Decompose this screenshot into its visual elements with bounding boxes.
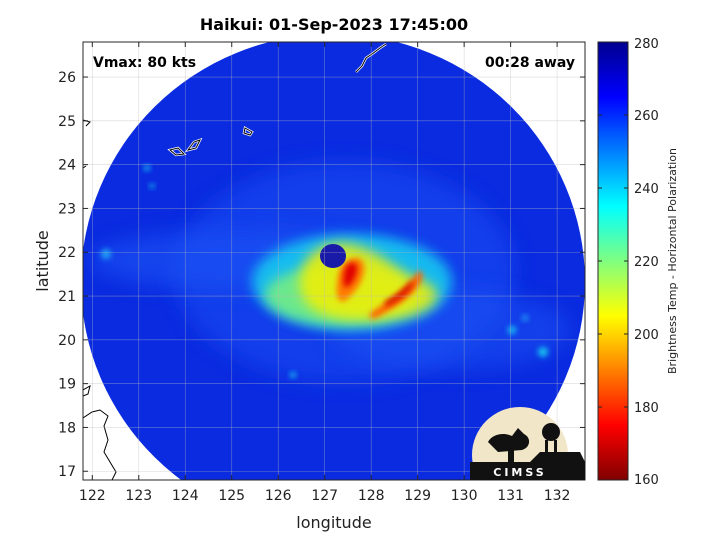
eyewall-red [343,262,358,288]
x-tick-label: 126 [265,488,292,504]
colorbar [597,41,629,481]
colorbar-ticks [598,41,628,481]
x-tick-label: 128 [358,488,385,504]
logo-banner [470,462,585,480]
x-tick-labels: 122 123 124 125 126 127 128 129 130 131 … [79,488,571,504]
colorbar-tick-label: 260 [634,109,659,124]
colorbar-tick-label: 280 [634,37,659,52]
water-tower-icon [542,423,560,441]
scatter-cell [290,372,296,378]
plot-area [83,42,585,480]
x-tick-label: 125 [218,488,245,504]
x-axis-label: longitude [296,513,371,532]
colorbar-tick-label: 180 [634,401,659,416]
chart-title: Haikui: 01-Sep-2023 17:45:00 [200,15,468,34]
y-axis-label: latitude [33,230,52,291]
x-tick-label: 129 [404,488,431,504]
y-tick-label: 19 [58,377,76,393]
x-tick-label: 124 [172,488,199,504]
microwave-swath [83,42,585,480]
y-tick-label: 26 [58,70,76,86]
y-tick-labels: 17 18 19 20 21 22 23 24 25 26 [58,70,76,480]
y-tick-label: 20 [58,333,76,349]
eye [320,244,346,268]
rainband-orange [369,270,423,319]
scatter-cell [149,183,155,189]
colorbar-label: Brightness Temp - Horizontal Polarizatio… [666,148,679,374]
cimss-logo: CIMSS [470,407,585,480]
colorbar-tick-labels: 160 180 200 220 240 260 280 [634,37,659,488]
x-tick-label: 122 [79,488,106,504]
colorbar-tick-label: 220 [634,255,659,270]
scatter-cell [144,165,150,171]
x-tick-label: 130 [451,488,478,504]
coastlines-inner [168,43,387,156]
y-tick-label: 25 [58,114,76,130]
scatter-cell [522,315,528,321]
logo-text: CIMSS [493,466,546,479]
y-tick-label: 24 [58,158,76,174]
colorbar-tick-label: 240 [634,182,659,197]
x-tick-label: 123 [125,488,152,504]
y-tick-label: 21 [58,289,76,305]
scatter-cell [538,347,548,357]
rainband-red [385,280,413,306]
satellite-dish-icon [488,428,530,452]
axes-frame [82,41,586,481]
y-tick-label: 22 [58,245,76,261]
colorbar-tick-label: 160 [634,473,659,488]
colorbar-tick-label: 200 [634,328,659,343]
y-tick-label: 18 [58,420,76,436]
scatter-cell [508,326,516,334]
y-tick-label: 23 [58,201,76,217]
x-tick-label: 132 [544,488,571,504]
x-tick-label: 131 [497,488,524,504]
vmax-annotation: Vmax: 80 kts [93,55,196,71]
time-away-annotation: 00:28 away [485,55,575,71]
scatter-cell [101,249,111,259]
x-tick-label: 127 [311,488,338,504]
y-tick-label: 17 [58,464,76,480]
